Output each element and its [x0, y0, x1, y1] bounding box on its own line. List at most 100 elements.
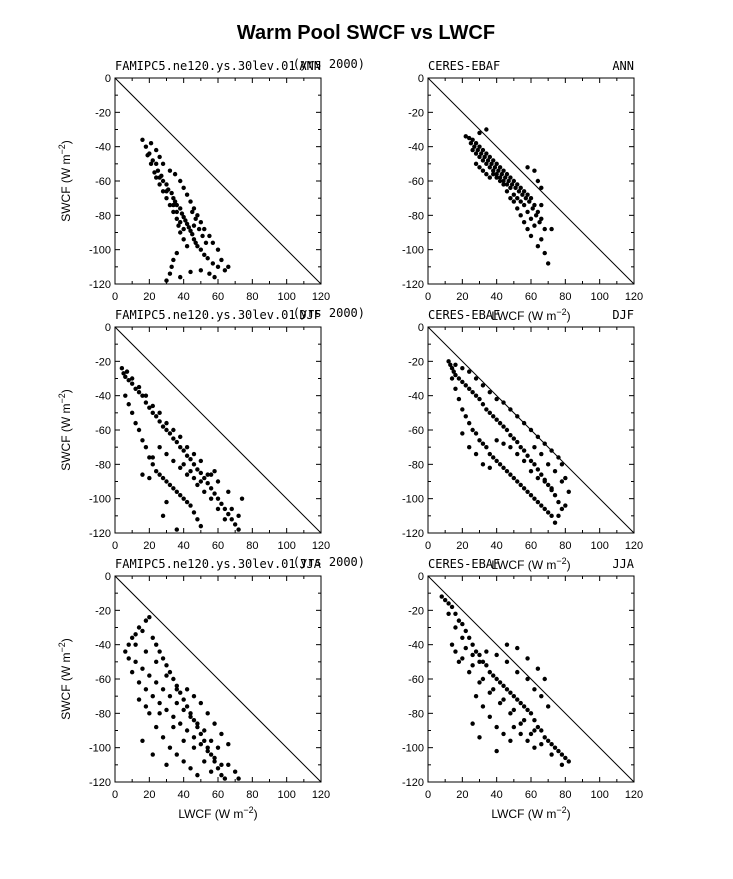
data-point [181, 462, 185, 466]
data-point [164, 421, 168, 425]
data-point [493, 165, 497, 169]
data-points [446, 359, 571, 525]
data-point [188, 766, 192, 770]
x-tick-label: 100 [590, 789, 608, 801]
data-point [154, 175, 158, 179]
data-point [484, 649, 488, 653]
data-point [549, 227, 553, 231]
data-point [522, 220, 526, 224]
data-point [188, 270, 192, 274]
data-point [477, 735, 481, 739]
x-axis-label: LWCF (W m−2) [491, 307, 570, 323]
data-point [125, 369, 129, 373]
data-point [164, 278, 168, 282]
scatter-panel: 0 20 40 60 80 100 1200-20-40-60-80-100-120CERE… [402, 59, 643, 323]
x-tick-label: 20 [456, 540, 468, 552]
data-points [440, 594, 571, 767]
data-point [168, 169, 172, 173]
data-point [164, 673, 168, 677]
data-points [123, 615, 241, 781]
data-point [175, 440, 179, 444]
data-point [161, 514, 165, 518]
x-tick-label: 60 [525, 291, 537, 303]
panel-left-title: FAMIPC5.ne120.ys.30lev.01 [115, 557, 296, 571]
data-point [494, 725, 498, 729]
data-point [216, 265, 220, 269]
data-point [460, 656, 464, 660]
x-tick-label: 100 [590, 291, 608, 303]
y-tick-label: -20 [95, 356, 111, 368]
data-point [515, 452, 519, 456]
data-point [556, 455, 560, 459]
data-point [140, 472, 144, 476]
data-point [539, 452, 543, 456]
data-point [505, 182, 509, 186]
data-point [536, 500, 540, 504]
data-point [532, 718, 536, 722]
data-point [467, 421, 471, 425]
data-point [154, 414, 158, 418]
data-point [178, 206, 182, 210]
data-point [563, 503, 567, 507]
data-point [181, 739, 185, 743]
y-tick-label: -40 [408, 640, 424, 652]
data-point [556, 749, 560, 753]
data-point [467, 445, 471, 449]
x-tick-label: 60 [525, 789, 537, 801]
data-point [120, 366, 124, 370]
y-tick-label: -40 [95, 142, 111, 154]
data-point [216, 479, 220, 483]
data-point [464, 414, 468, 418]
data-point [130, 376, 134, 380]
data-point [556, 514, 560, 518]
data-point [474, 393, 478, 397]
data-point [212, 721, 216, 725]
data-point [488, 175, 492, 179]
data-point [470, 663, 474, 667]
data-point [474, 452, 478, 456]
data-point [556, 500, 560, 504]
x-tick-label: 0 [425, 789, 431, 801]
reference-line [115, 576, 321, 782]
data-point [474, 649, 478, 653]
data-point [532, 169, 536, 173]
data-point [236, 514, 240, 518]
data-point [197, 227, 201, 231]
data-point [188, 503, 192, 507]
data-point [161, 162, 165, 166]
data-points [464, 127, 554, 265]
data-point [171, 725, 175, 729]
data-point [453, 373, 457, 377]
y-tick-label: -120 [89, 777, 111, 789]
data-point [192, 462, 196, 466]
data-point [171, 677, 175, 681]
data-point [185, 472, 189, 476]
data-point [164, 763, 168, 767]
data-point [450, 376, 454, 380]
data-point [501, 684, 505, 688]
data-point [494, 677, 498, 681]
data-point [137, 385, 141, 389]
data-point [147, 673, 151, 677]
data-point [450, 605, 454, 609]
x-tick-label: 20 [456, 789, 468, 801]
data-point [154, 680, 158, 684]
data-point [539, 503, 543, 507]
data-point [157, 472, 161, 476]
data-point [127, 642, 131, 646]
x-tick-label: 120 [312, 789, 330, 801]
data-point [164, 500, 168, 504]
data-point [171, 436, 175, 440]
data-point [181, 697, 185, 701]
data-point [515, 479, 519, 483]
panel-right-title: DJF [612, 308, 634, 322]
x-tick-label: 100 [277, 540, 295, 552]
panel-right-title: (yrs 2000) [293, 306, 365, 320]
data-point [515, 196, 519, 200]
data-point [520, 193, 524, 197]
scatter-panel: 0 20 40 60 80 100 1200-20-40-60-80-100-120CERE… [402, 308, 643, 572]
y-tick-label: -100 [89, 494, 111, 506]
data-point [181, 759, 185, 763]
data-point [223, 507, 227, 511]
data-point [192, 223, 196, 227]
